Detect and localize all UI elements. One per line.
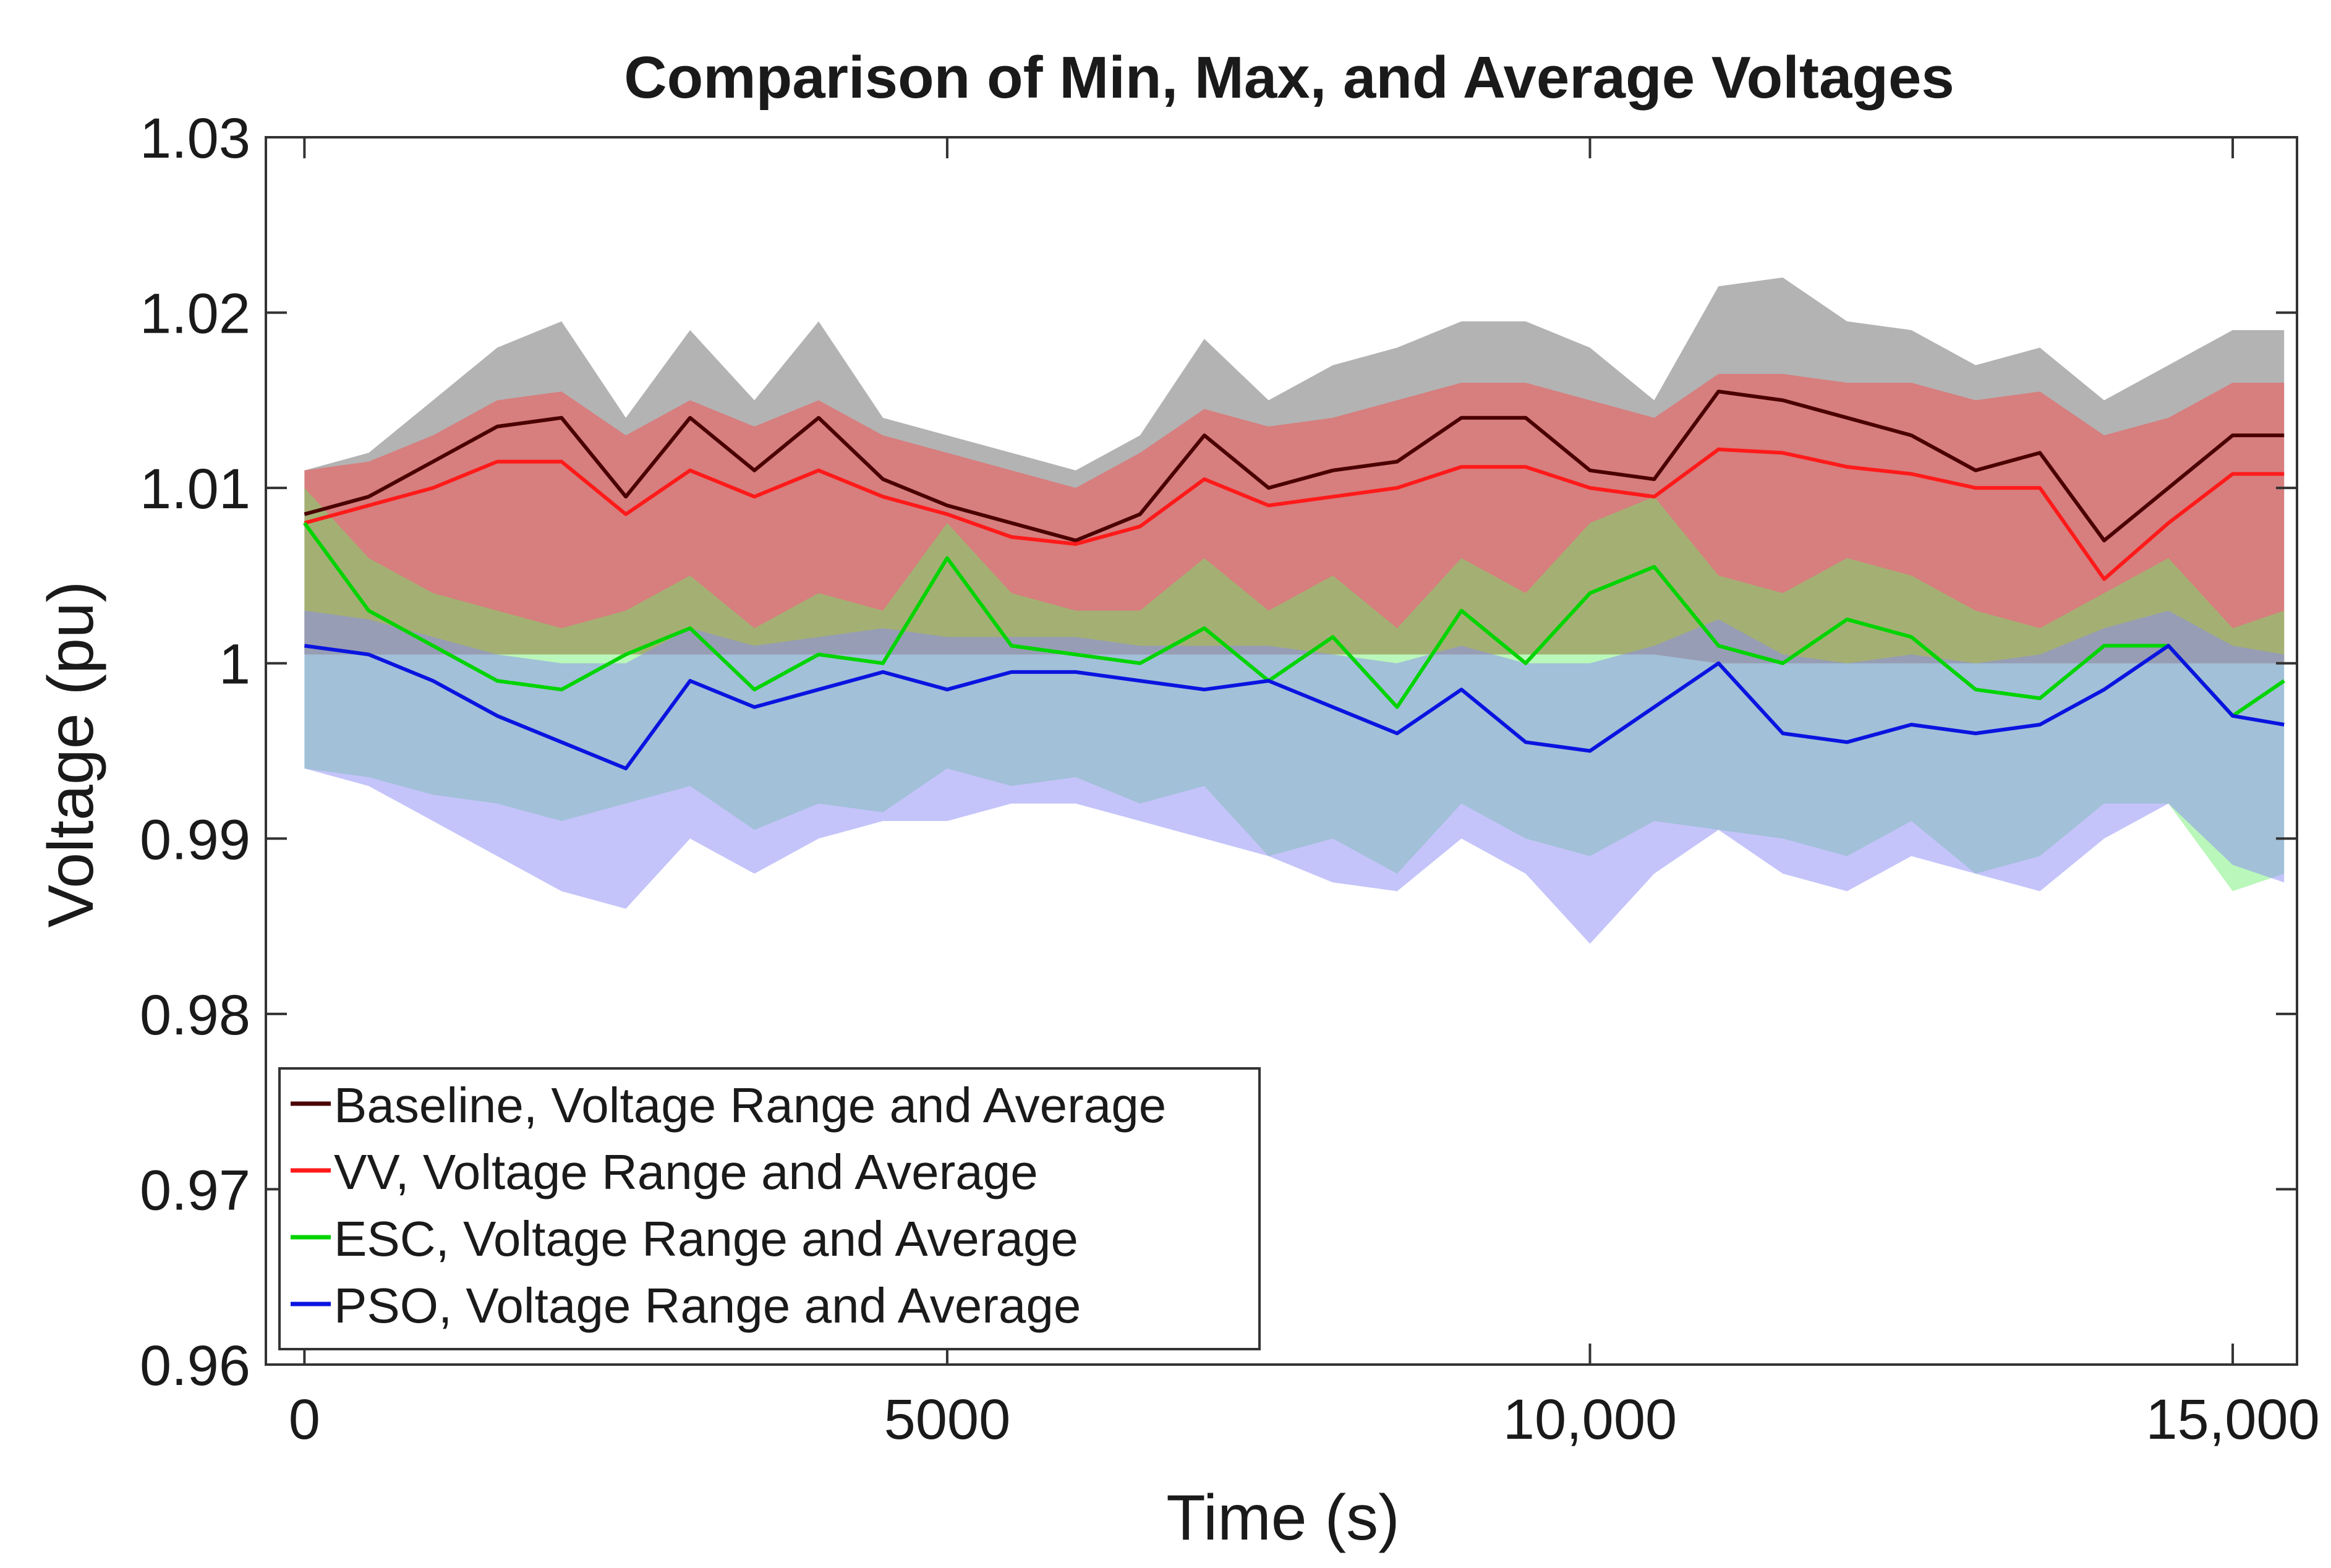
- y-tick-label: 1.02: [140, 283, 250, 346]
- legend-label: Baseline, Voltage Range and Average: [334, 1078, 1166, 1133]
- chart-title: Comparison of Min, Max, and Average Volt…: [624, 45, 1954, 111]
- x-tick-label: 5000: [884, 1388, 1011, 1451]
- y-tick-label: 0.99: [140, 808, 250, 871]
- x-tick-label: 15,000: [2146, 1388, 2319, 1451]
- average-line-baseline: [304, 390, 2285, 543]
- average-line-vv: [304, 447, 2285, 581]
- y-axis: 0.96 0.97 0.98 0.99 1 1.01 1.02 1.03: [140, 107, 2297, 1397]
- legend-label: PSO, Voltage Range and Average: [334, 1278, 1081, 1333]
- average-lines: [302, 390, 2285, 770]
- legend-label: VV, Voltage Range and Average: [334, 1144, 1038, 1199]
- x-axis-label: Time (s): [1166, 1482, 1399, 1554]
- legend-box: [278, 1067, 1261, 1350]
- average-line-esc: [302, 522, 2285, 718]
- range-bands: [304, 277, 2285, 944]
- y-tick-label: 0.96: [140, 1334, 250, 1397]
- average-line-pso: [304, 644, 2285, 770]
- y-tick-label: 1: [219, 633, 250, 696]
- x-tick-label: 10,000: [1503, 1388, 1677, 1451]
- x-tick-label: 0: [289, 1388, 320, 1451]
- range-band-vv: [304, 373, 2285, 663]
- y-tick-label: 0.98: [140, 984, 250, 1047]
- y-tick-label: 1.01: [140, 458, 250, 521]
- legend: Baseline, Voltage Range and Average VV, V…: [278, 1067, 1261, 1350]
- x-axis: 0 5000 10,000 15,000: [289, 137, 2320, 1451]
- legend-label: ESC, Voltage Range and Average: [334, 1211, 1078, 1266]
- plot-area-frame: [265, 136, 2298, 1366]
- y-tick-label: 0.97: [140, 1159, 250, 1222]
- y-tick-label: 1.03: [140, 107, 250, 170]
- y-axis-label: Voltage (pu): [35, 581, 107, 928]
